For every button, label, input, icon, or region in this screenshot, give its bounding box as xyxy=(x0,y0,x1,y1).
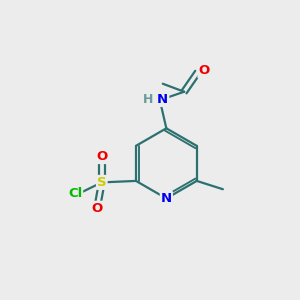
Text: O: O xyxy=(199,64,210,77)
Text: O: O xyxy=(96,150,107,163)
Text: Cl: Cl xyxy=(68,187,82,200)
Text: N: N xyxy=(157,93,168,106)
Text: H: H xyxy=(143,93,154,106)
Text: N: N xyxy=(161,192,172,205)
Text: S: S xyxy=(97,176,106,189)
Text: O: O xyxy=(92,202,103,215)
